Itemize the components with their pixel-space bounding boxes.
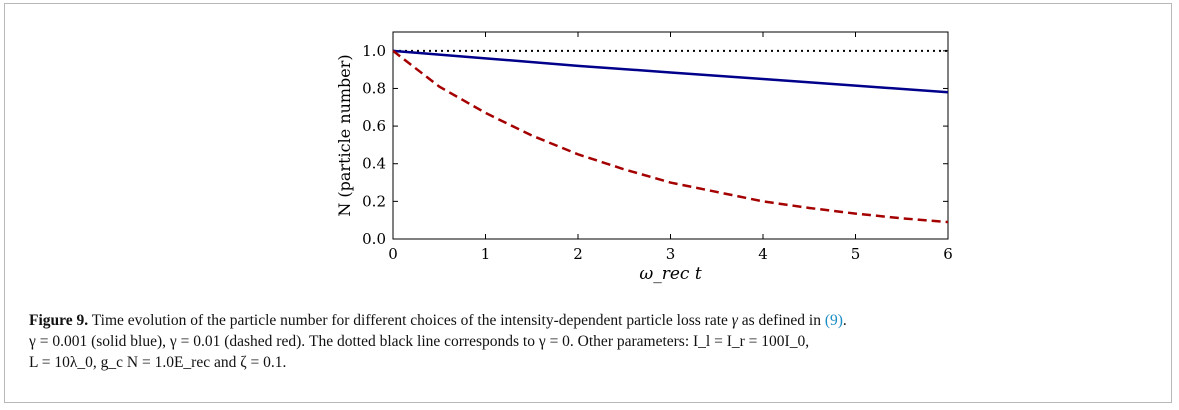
y-tick-label: 0.2 bbox=[362, 192, 386, 210]
x-tick-label: 3 bbox=[666, 245, 676, 263]
chart: 0 1 2 3 4 5 6 0.0 0.2 0.4 0.6 0.8 1.0 ω_rec t N (par… bbox=[335, 31, 953, 284]
y-axis-label: N (particle number) bbox=[335, 54, 354, 216]
caption-text-1: Time evolution of the particle number fo… bbox=[91, 312, 728, 329]
figure-frame bbox=[4, 3, 1172, 403]
series-layer bbox=[392, 49, 949, 224]
x-tick-label: 4 bbox=[758, 245, 768, 263]
x-tick-label: 2 bbox=[573, 245, 583, 263]
figure-label: Figure 9. bbox=[29, 312, 89, 329]
y-tick-label: 1.0 bbox=[362, 42, 386, 60]
plot-frame bbox=[392, 31, 949, 240]
x-tick-label: 0 bbox=[388, 245, 398, 263]
series-line-solid bbox=[392, 49, 949, 94]
caption-line-3: L = 10λ_0, g_c N = 1.0E_rec and ζ = 0.1. bbox=[29, 354, 287, 371]
figure-caption: Figure 9. Time evolution of the particle… bbox=[29, 310, 1149, 373]
caption-line-2: γ = 0.001 (solid blue), γ = 0.01 (dashed… bbox=[29, 333, 810, 350]
y-tick-label: 0.4 bbox=[362, 155, 386, 173]
y-tick-label: 0.0 bbox=[362, 230, 386, 248]
x-tick-label: 6 bbox=[943, 245, 953, 263]
caption-gamma: γ bbox=[731, 312, 738, 329]
x-axis-label: ω_rec t bbox=[639, 264, 701, 284]
y-tick-label: 0.6 bbox=[362, 117, 386, 135]
x-tick-label: 5 bbox=[851, 245, 861, 263]
equation-reference-link[interactable]: (9) bbox=[824, 312, 843, 329]
series-line-dashed bbox=[392, 49, 949, 224]
y-tick-label: 0.8 bbox=[362, 79, 386, 97]
axis-ticks: 0 1 2 3 4 5 6 0.0 0.2 0.4 0.6 0.8 1.0 bbox=[362, 32, 953, 263]
caption-text-2: as defined in bbox=[741, 312, 821, 329]
caption-line-1: Figure 9. Time evolution of the particle… bbox=[29, 310, 1149, 331]
x-tick-label: 1 bbox=[481, 245, 491, 263]
caption-text-3: . bbox=[842, 312, 847, 329]
